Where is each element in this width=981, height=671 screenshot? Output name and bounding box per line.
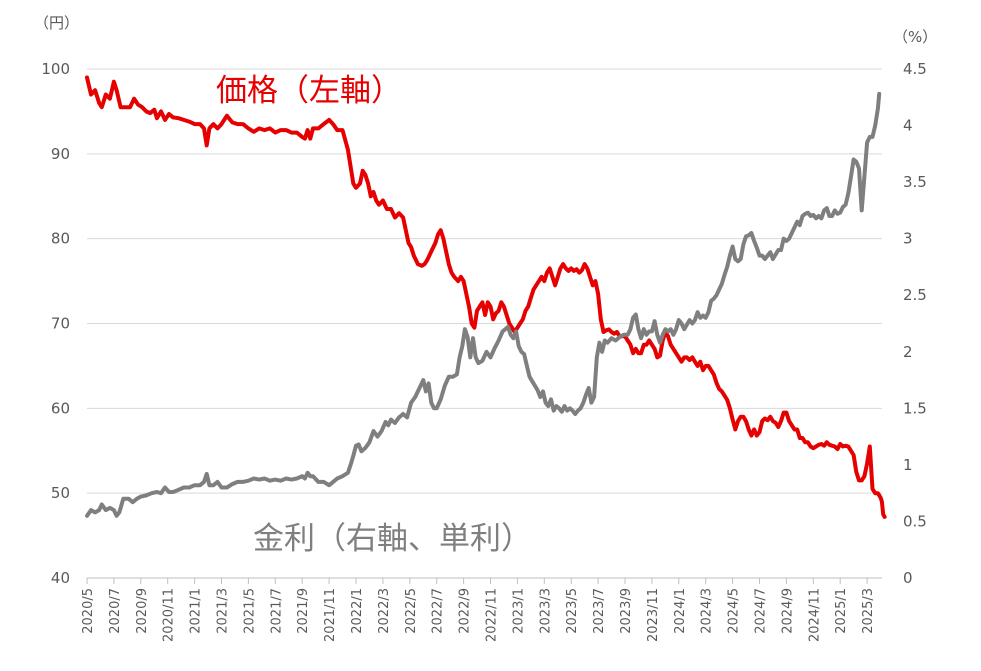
y-right-tick-label: 0	[903, 569, 913, 587]
y-left-tick-label: 50	[51, 484, 70, 502]
y-right-tick-label: 1	[903, 456, 913, 474]
x-tick-label: 2022/7	[431, 588, 446, 634]
series-layer	[85, 75, 887, 519]
x-tick-label: 2021/7	[269, 588, 284, 634]
y-right-tick-label: 2	[903, 343, 913, 361]
y-right-tick-label: 3.5	[903, 173, 927, 191]
x-tick-label: 2022/5	[404, 588, 419, 634]
y-left-tick-label: 40	[51, 569, 70, 587]
y-right-tick-label: 3	[903, 230, 913, 248]
x-tick-label: 2021/9	[296, 588, 311, 634]
x-tick-label: 2024/1	[673, 588, 688, 634]
x-tick-label: 2024/9	[780, 588, 795, 634]
x-tick-label: 2021/5	[242, 588, 257, 634]
x-tick-label: 2025/3	[861, 588, 876, 634]
y-right-axis: 0 0.5 1 1.5 2 2.5 3 3.5 4 4.5	[903, 60, 927, 587]
x-tick-label: 2022/1	[350, 588, 365, 634]
x-tick-label: 2023/5	[565, 588, 580, 634]
rate-series-line	[85, 91, 882, 518]
x-tick-label: 2024/11	[807, 588, 822, 642]
price-series-line	[85, 75, 887, 519]
x-tick-label: 2020/9	[135, 588, 150, 634]
gridlines	[87, 68, 882, 579]
y-right-tick-label: 1.5	[903, 399, 927, 417]
x-tick-label: 2022/11	[485, 588, 500, 642]
y-left-tick-label: 70	[51, 315, 70, 333]
x-tick-label: 2020/7	[108, 588, 123, 634]
left-unit-label: （円）	[34, 14, 79, 32]
x-tick-label: 2023/11	[646, 588, 661, 642]
x-tick-label: 2021/3	[216, 588, 231, 634]
x-tick-label: 2021/1	[189, 588, 204, 634]
x-tick-label: 2024/7	[754, 588, 769, 634]
x-tick-label: 2023/7	[592, 588, 607, 634]
x-axis: 2020/5 2020/7 2020/9 2020/11 2021/1 2021/3 202…	[81, 578, 876, 642]
right-unit-label: （%）	[893, 28, 937, 46]
x-tick-label: 2025/1	[834, 588, 849, 634]
y-left-axis: 40 50 60 70 80 90 100	[41, 60, 70, 587]
price-annotation: 価格（左軸）	[216, 73, 402, 109]
y-left-tick-label: 80	[51, 230, 70, 248]
x-tick-label: 2024/5	[727, 588, 742, 634]
y-right-tick-label: 4	[903, 117, 913, 135]
x-tick-label: 2023/3	[538, 588, 553, 634]
y-left-tick-label: 90	[51, 145, 70, 163]
x-tick-label: 2023/9	[619, 588, 634, 634]
y-left-tick-label: 100	[41, 60, 70, 78]
y-right-tick-label: 0.5	[903, 512, 927, 530]
y-right-tick-label: 2.5	[903, 286, 927, 304]
y-right-tick-label: 4.5	[903, 60, 927, 78]
y-left-tick-label: 60	[51, 399, 70, 417]
x-tick-label: 2020/5	[81, 588, 96, 634]
x-tick-label: 2022/9	[458, 588, 473, 634]
rate-annotation: 金利（右軸、単利）	[253, 521, 532, 557]
x-tick-label: 2020/11	[162, 588, 177, 642]
x-tick-label: 2024/3	[700, 588, 715, 634]
x-tick-label: 2023/1	[511, 588, 526, 634]
x-tick-label: 2021/11	[323, 588, 338, 642]
x-tick-label: 2022/3	[377, 588, 392, 634]
